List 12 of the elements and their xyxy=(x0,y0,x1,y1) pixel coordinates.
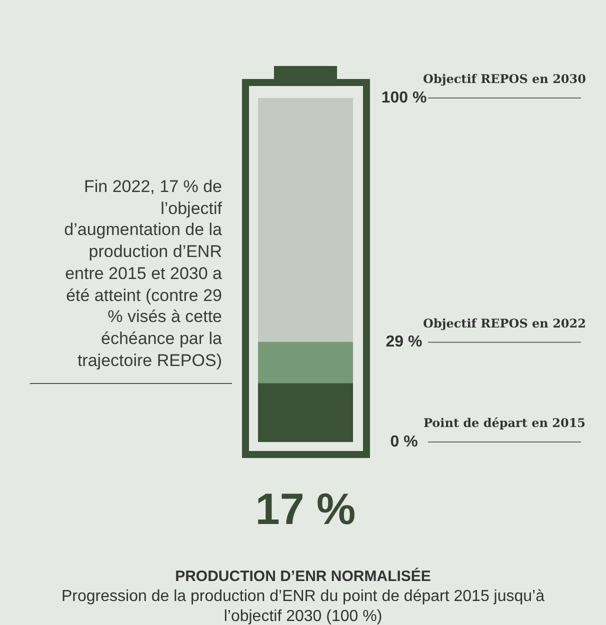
text: Progression de la production d’ENR du point de départ 2015 jusqu’à l’objectif 2030 (100 %) xyxy=(60,587,546,625)
ref-line-label: Point de départ en 2015 xyxy=(423,416,586,430)
ref-line-label: Objectif REPOS en 2022 xyxy=(423,316,586,330)
bar xyxy=(258,98,353,343)
y-tick-label: 100 % xyxy=(381,89,427,106)
y-tick-label: 29 % xyxy=(386,334,422,351)
text: PRODUCTION D’ENR NORMALISÉE xyxy=(174,568,432,585)
bar xyxy=(258,342,353,384)
data-label: 17 % xyxy=(255,485,356,534)
ref-line-label: Objectif REPOS en 2030 xyxy=(423,72,586,86)
text: Fin 2022, 17 % de l’objectif d’augmentation de la production d’ENR entre 2015 et 2030 a été atteint (contre 29 % visés à cette échéance par la trajectoire REPOS) xyxy=(64,177,222,370)
y-tick-label: 0 % xyxy=(390,433,418,450)
